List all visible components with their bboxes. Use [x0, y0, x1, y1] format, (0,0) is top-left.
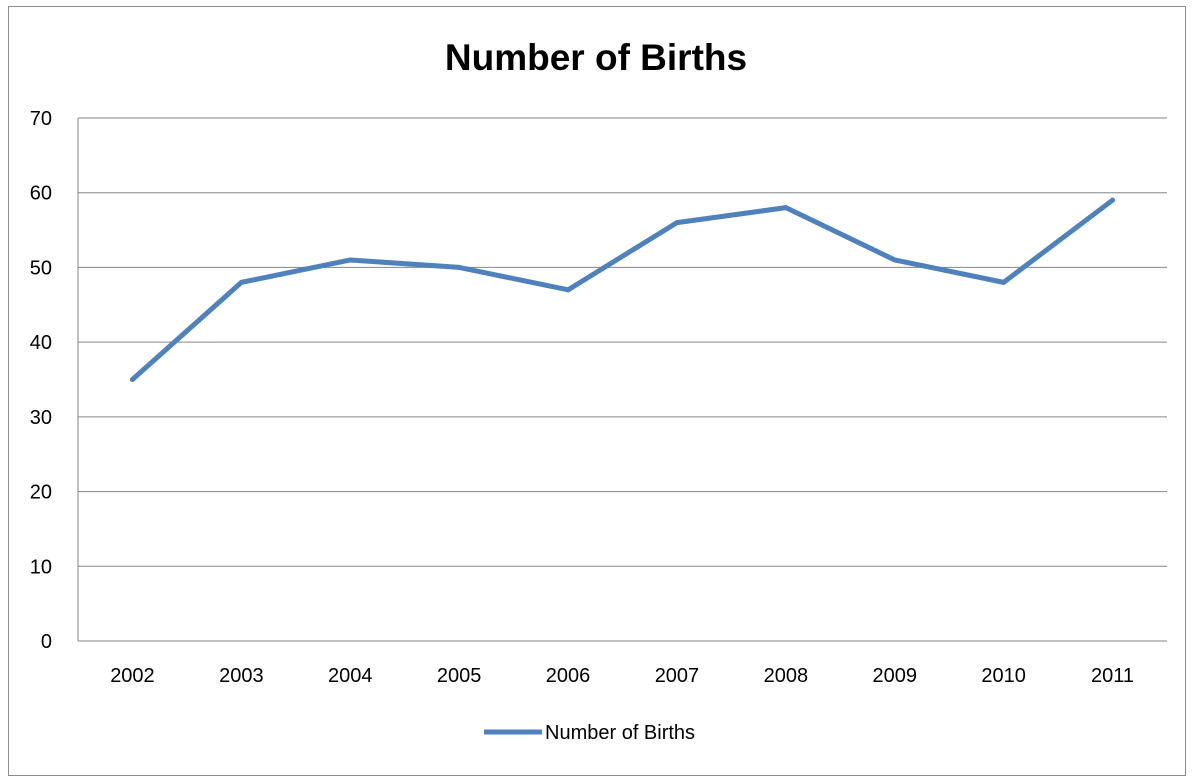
y-tick-label: 20	[30, 482, 52, 504]
x-tick-label: 2004	[328, 665, 373, 687]
y-tick-label: 60	[30, 183, 52, 205]
x-tick-label: 2005	[437, 665, 482, 687]
x-tick-label: 2006	[546, 665, 591, 687]
legend-label: Number of Births	[545, 722, 695, 744]
x-tick-label: 2002	[110, 665, 155, 687]
chart-title: Number of Births	[445, 37, 747, 78]
data-point	[456, 264, 462, 270]
x-tick-label: 2008	[764, 665, 809, 687]
data-point	[674, 220, 680, 226]
y-axis-ticks: 0 10 20 30 40 50 60 70	[30, 108, 52, 653]
x-tick-label: 2010	[981, 665, 1026, 687]
y-tick-label: 10	[30, 556, 52, 578]
y-tick-label: 0	[41, 631, 52, 653]
x-tick-label: 2003	[219, 665, 264, 687]
data-point	[347, 257, 353, 263]
data-point	[783, 205, 789, 211]
gridlines	[77, 117, 1167, 642]
y-tick-label: 50	[30, 257, 52, 279]
x-axis-ticks: 2002 2003 2004 2005 2006 2007 2008 2009 2010 2011	[110, 665, 1134, 687]
y-tick-label: 40	[30, 332, 52, 354]
y-tick-label: 30	[30, 407, 52, 429]
x-tick-label: 2007	[655, 665, 700, 687]
series-line	[129, 197, 1116, 382]
data-point	[565, 287, 571, 293]
data-point	[892, 257, 898, 263]
data-point	[1001, 279, 1007, 285]
data-point	[129, 377, 135, 382]
x-tick-label: 2011	[1091, 665, 1134, 687]
data-point	[1110, 197, 1116, 203]
y-tick-label: 70	[30, 108, 52, 130]
data-point	[238, 279, 244, 285]
legend: Number of Births	[484, 722, 695, 744]
series-layer	[129, 197, 1116, 382]
x-tick-label: 2009	[873, 665, 918, 687]
